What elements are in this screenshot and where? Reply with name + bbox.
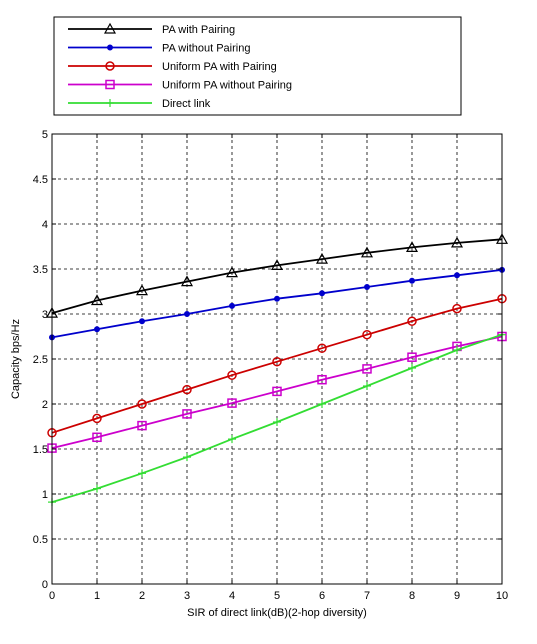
series-line-uniform-pa-without-pairing <box>51 335 503 449</box>
legend-marker-uniform-pa-without-pairing <box>105 79 115 90</box>
y-tick-label: 1.5 <box>33 444 48 456</box>
x-tick-label: 6 <box>319 590 325 602</box>
data-point-direct-link <box>408 364 416 372</box>
series-pa-without-pairing <box>49 266 505 341</box>
data-point-uniform-pa-with-pairing <box>362 329 372 340</box>
data-point-uniform-pa-without-pairing <box>182 409 192 419</box>
data-point-pa-without-pairing <box>94 326 100 333</box>
y-tick-label: 2 <box>42 399 48 411</box>
legend-entry-uniform-pa-without-pairing: Uniform PA without Pairing <box>68 80 292 92</box>
series-pa-with-pairing <box>45 233 509 318</box>
data-point-uniform-pa-with-pairing <box>452 303 462 314</box>
y-tick-label: 5 <box>42 129 48 141</box>
data-point-uniform-pa-without-pairing <box>317 374 327 385</box>
series-direct-link <box>48 330 506 507</box>
data-point-uniform-pa-without-pairing <box>407 352 417 362</box>
y-tick-label: 4.5 <box>33 174 48 186</box>
data-point-direct-link <box>318 400 326 408</box>
series-layer <box>45 233 509 507</box>
y-tick-label: 1 <box>42 489 48 501</box>
data-point-pa-with-pairing <box>360 246 374 258</box>
y-tick-label: 4 <box>42 219 48 231</box>
data-point-uniform-pa-with-pairing <box>317 343 327 353</box>
x-tick-label: 0 <box>49 590 55 602</box>
data-point-direct-link <box>228 435 236 444</box>
x-tick-label: 7 <box>364 590 370 602</box>
data-point-uniform-pa-with-pairing <box>137 399 147 409</box>
x-tick-label: 8 <box>409 590 415 602</box>
legend-marker-uniform-pa-with-pairing <box>105 61 115 71</box>
data-point-pa-without-pairing <box>454 272 460 279</box>
data-point-pa-without-pairing <box>139 318 145 325</box>
x-tick-label: 3 <box>184 590 190 602</box>
x-tick-label: 2 <box>139 590 145 602</box>
legend-entry-uniform-pa-with-pairing: Uniform PA with Pairing <box>68 61 277 73</box>
data-point-pa-with-pairing <box>90 294 104 306</box>
legend-marker-pa-without-pairing <box>107 44 113 51</box>
data-point-pa-without-pairing <box>409 277 415 284</box>
y-tick-label: 0.5 <box>33 534 48 546</box>
data-point-uniform-pa-with-pairing <box>407 316 417 326</box>
y-axis-title: Capacity bps/Hz <box>10 319 22 399</box>
data-point-pa-with-pairing <box>135 284 149 296</box>
series-line-pa-with-pairing <box>51 238 503 314</box>
data-point-pa-with-pairing <box>270 259 284 270</box>
data-point-direct-link <box>183 453 191 462</box>
x-axis-title: SIR of direct link(dB)(2-hop diversity) <box>187 607 367 619</box>
data-point-direct-link <box>138 469 146 478</box>
legend-label-direct-link: Direct link <box>162 98 211 110</box>
legend-entry-pa-with-pairing: PA with Pairing <box>68 22 235 36</box>
data-point-direct-link <box>453 346 461 354</box>
legend-marker-direct-link <box>106 99 114 107</box>
data-point-pa-without-pairing <box>274 295 280 302</box>
legend: PA with Pairing PA without Pairing Uniform… <box>53 16 462 116</box>
data-point-pa-without-pairing <box>364 284 370 290</box>
data-point-direct-link <box>93 484 101 493</box>
grid-lines <box>52 134 502 584</box>
data-point-pa-with-pairing <box>405 241 419 252</box>
x-tick-label: 9 <box>454 590 460 602</box>
legend-label-uniform-pa-without-pairing: Uniform PA without Pairing <box>162 80 292 92</box>
data-point-uniform-pa-with-pairing <box>182 384 192 395</box>
legend-entry-direct-link: Direct link <box>68 98 211 110</box>
x-tick-label: 4 <box>229 590 235 602</box>
legend-label-uniform-pa-with-pairing: Uniform PA with Pairing <box>162 61 277 73</box>
data-point-pa-with-pairing <box>225 266 239 278</box>
y-tick-label: 3.5 <box>33 264 48 276</box>
data-point-pa-with-pairing <box>180 275 194 287</box>
data-point-uniform-pa-without-pairing <box>272 386 282 397</box>
data-point-pa-without-pairing <box>319 290 325 297</box>
legend-label-pa-with-pairing: PA with Pairing <box>162 24 235 36</box>
y-tick-label: 0 <box>42 579 48 591</box>
x-tick-label: 5 <box>274 590 280 602</box>
data-point-pa-with-pairing <box>450 236 464 248</box>
data-point-uniform-pa-without-pairing <box>137 420 147 431</box>
data-point-pa-without-pairing <box>229 302 235 309</box>
data-point-uniform-pa-with-pairing <box>92 413 102 424</box>
legend-marker-pa-with-pairing <box>103 22 117 34</box>
x-tick-label: 1 <box>94 590 100 602</box>
data-point-pa-without-pairing <box>184 311 190 317</box>
data-point-uniform-pa-without-pairing <box>92 432 102 443</box>
legend-label-pa-without-pairing: PA without Pairing <box>162 43 250 55</box>
data-point-uniform-pa-without-pairing <box>362 364 372 374</box>
data-point-uniform-pa-with-pairing <box>227 370 237 380</box>
y-tick-label: 2.5 <box>33 354 48 366</box>
data-point-direct-link <box>273 418 281 426</box>
data-point-uniform-pa-without-pairing <box>227 398 237 408</box>
axis-ticks: 0 1 2 3 4 5 6 7 8 9 10 0 0.5 1 1.5 2 2.5 3 3.5 4 4.5 5 <box>33 129 508 602</box>
series-uniform-pa-without-pairing <box>47 331 507 453</box>
y-tick-label: 3 <box>42 309 48 321</box>
series-line-uniform-pa-with-pairing <box>51 297 503 434</box>
data-point-direct-link <box>363 382 371 390</box>
data-point-uniform-pa-with-pairing <box>272 356 282 367</box>
legend-entry-pa-without-pairing: PA without Pairing <box>68 43 250 55</box>
data-point-pa-with-pairing <box>315 252 329 264</box>
x-tick-label: 10 <box>496 590 508 602</box>
